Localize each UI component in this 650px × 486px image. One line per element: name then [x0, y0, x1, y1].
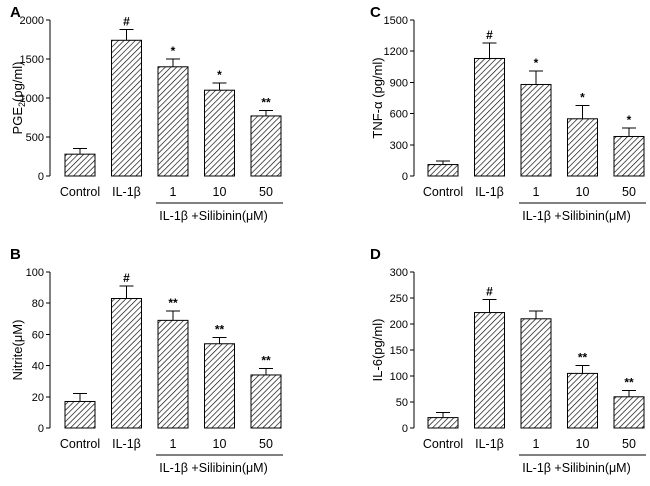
category-label: 10 [213, 185, 227, 199]
y-tick-label: 1200 [384, 46, 408, 58]
significance-mark: ** [578, 351, 588, 365]
significance-mark: # [123, 14, 130, 28]
y-tick-label: 0 [38, 423, 44, 435]
category-label: 1 [533, 185, 540, 199]
y-tick-label: 0 [38, 171, 44, 183]
panel-letter: B [10, 246, 21, 263]
y-tick-label: 300 [390, 140, 408, 152]
panel-letter: D [370, 246, 381, 263]
significance-mark: ** [261, 354, 271, 368]
y-tick-label: 500 [26, 132, 44, 144]
group-label: IL-1β +Silibinin(μM) [522, 209, 631, 223]
category-label: 50 [622, 185, 636, 199]
significance-mark: ** [624, 376, 634, 390]
y-tick-label: 600 [390, 109, 408, 121]
y-tick-label: 1500 [384, 15, 408, 27]
significance-mark: * [580, 90, 585, 104]
category-label: 1 [170, 437, 177, 451]
bar [567, 372, 598, 429]
y-tick-label: 150 [390, 345, 408, 357]
y-tick-label: 300 [390, 267, 408, 279]
y-tick-label: 80 [32, 298, 44, 310]
y-tick-label: 40 [32, 361, 44, 373]
group-label: IL-1β +Silibinin(μM) [159, 209, 268, 223]
panel-c: C TNF-α (pg/ml) 0 300 600 900 1200 1500 Control #… [370, 4, 646, 223]
bar [157, 66, 189, 177]
significance-mark: # [123, 271, 130, 285]
bar [474, 312, 505, 429]
y-tick-label: 100 [390, 371, 408, 383]
panel-d: DIL-6(pg/ml)050100150200250300Control#IL… [370, 246, 646, 475]
y-axis-label: PGE2(pg/ml) [10, 62, 27, 135]
y-tick-label: 50 [396, 397, 408, 409]
category-label: Control [423, 185, 463, 199]
y-tick-label: 2000 [20, 15, 44, 27]
y-tick-label: 100 [26, 267, 44, 279]
category-label: 50 [259, 185, 273, 199]
category-label: Control [423, 437, 463, 451]
significance-mark: # [486, 28, 493, 42]
bar [427, 417, 459, 429]
category-label: 10 [576, 437, 590, 451]
y-tick-label: 200 [390, 319, 408, 331]
category-label: 10 [576, 185, 590, 199]
category-label: 50 [622, 437, 636, 451]
y-tick-label: 20 [32, 392, 44, 404]
significance-mark: # [486, 285, 493, 299]
bar [111, 39, 142, 177]
significance-mark: ** [215, 323, 225, 337]
category-label: IL-1β [475, 185, 504, 199]
y-tick-label: 1500 [20, 54, 44, 66]
significance-mark: ** [168, 296, 178, 310]
panel-letter: C [370, 4, 381, 21]
bar [111, 298, 142, 429]
bar [567, 118, 598, 177]
y-tick-label: 60 [32, 329, 44, 341]
significance-mark: ** [261, 95, 271, 109]
category-label: 10 [213, 437, 227, 451]
category-label: Control [60, 437, 100, 451]
category-label: IL-1β [112, 185, 141, 199]
category-label: 50 [259, 437, 273, 451]
y-tick-label: 0 [402, 423, 408, 435]
y-tick-label: 250 [390, 293, 408, 305]
panel-a: A PGE2(pg/ml) 0 500 1000 1500 2000 Control # IL-1… [10, 4, 283, 223]
y-axis-label: Nitrite(μM) [10, 320, 25, 381]
group-label: IL-1β +Silibinin(μM) [522, 461, 631, 475]
significance-mark: * [171, 44, 176, 58]
bar [204, 89, 235, 177]
y-axis-label: TNF-α (pg/ml) [370, 57, 385, 138]
panel-letter: A [10, 4, 21, 21]
category-label: IL-1β [112, 437, 141, 451]
significance-mark: * [627, 113, 632, 127]
y-tick-label: 0 [402, 171, 408, 183]
significance-mark: * [217, 68, 222, 82]
category-label: IL-1β [475, 437, 504, 451]
bar [613, 396, 645, 429]
bar [64, 400, 96, 429]
category-label: 1 [533, 437, 540, 451]
bar [64, 153, 96, 177]
y-axis-label: IL-6(pg/ml) [370, 319, 385, 382]
y-tick-label: 1000 [20, 93, 44, 105]
panel-b: B Nitrite(μM) 0 20 40 60 80 100 Control # IL-1β ** 1… [10, 246, 283, 475]
bar [250, 115, 282, 177]
group-label: IL-1β +Silibinin(μM) [159, 461, 268, 475]
category-label: 1 [170, 185, 177, 199]
bar [520, 318, 552, 429]
category-label: Control [60, 185, 100, 199]
y-tick-label: 900 [390, 77, 408, 89]
bar [157, 319, 189, 429]
bar [474, 57, 505, 177]
bar [250, 374, 282, 429]
significance-mark: * [534, 56, 539, 70]
bar [427, 164, 459, 177]
bar [204, 343, 235, 429]
bar [520, 83, 552, 177]
bar [613, 135, 645, 177]
